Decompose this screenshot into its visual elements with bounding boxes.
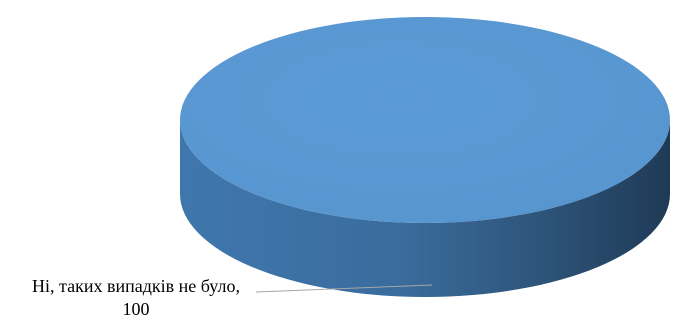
leader-line [255,284,433,293]
data-label: Ні, таких випадків не було, 100 [32,276,240,319]
pie [180,17,670,297]
pie-side [180,120,670,297]
pie-slice [180,17,670,223]
